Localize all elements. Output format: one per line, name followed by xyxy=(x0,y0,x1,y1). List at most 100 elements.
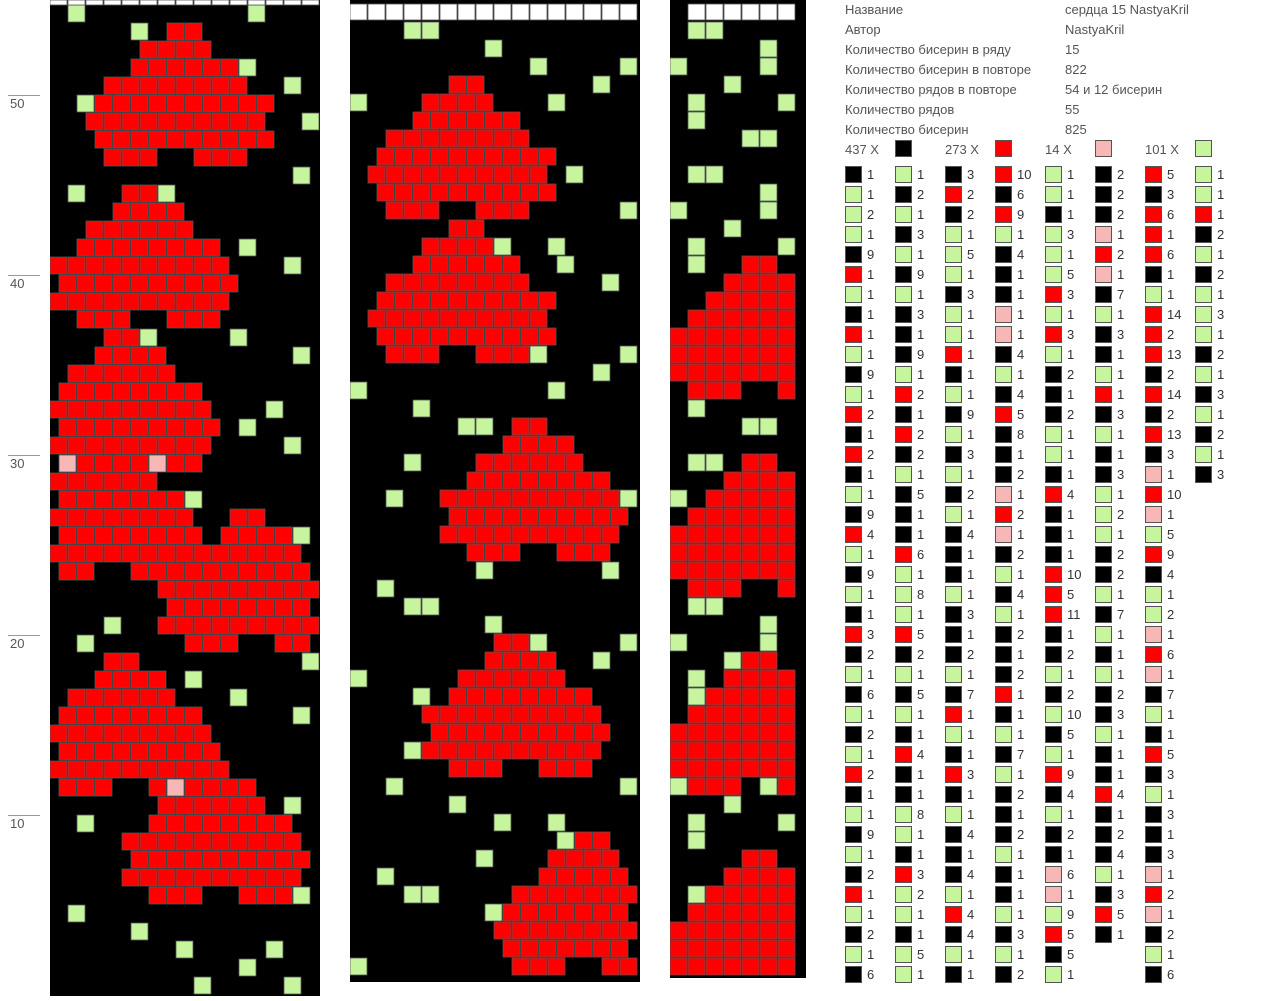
bead xyxy=(130,562,149,581)
bead xyxy=(741,669,760,688)
bead xyxy=(50,292,68,311)
bead xyxy=(103,292,122,311)
bead xyxy=(238,58,257,77)
bead xyxy=(50,400,68,419)
bead xyxy=(670,939,688,958)
sequence-count: 1 xyxy=(967,547,975,562)
sequence-step: 3 xyxy=(1095,406,1145,426)
bead xyxy=(502,291,521,310)
bead xyxy=(687,507,706,526)
sequence-swatch xyxy=(1095,666,1112,683)
bead xyxy=(705,921,724,940)
bead xyxy=(175,508,194,527)
bead xyxy=(148,886,167,905)
bead xyxy=(121,436,140,455)
sequence-count: 1 xyxy=(1067,347,1075,362)
bead xyxy=(475,453,494,472)
bead xyxy=(166,22,185,41)
bead xyxy=(58,454,77,473)
bead xyxy=(94,346,113,365)
bead xyxy=(759,453,778,472)
sequence-step: 1 xyxy=(845,166,895,186)
bead xyxy=(229,796,248,815)
bead xyxy=(592,543,611,562)
sequence-count: 1 xyxy=(1117,647,1125,662)
bead xyxy=(439,93,458,112)
bead xyxy=(619,957,638,976)
sequence-swatch xyxy=(1045,266,1062,283)
bead xyxy=(256,94,275,113)
bead xyxy=(475,669,494,688)
sequence-swatch xyxy=(1045,706,1062,723)
bead xyxy=(475,525,494,544)
sequence-swatch xyxy=(995,866,1012,883)
sequence-count: 2 xyxy=(917,387,925,402)
bead xyxy=(705,21,724,40)
sequence-swatch xyxy=(1045,286,1062,303)
bead xyxy=(202,598,221,617)
bead xyxy=(511,669,530,688)
bead xyxy=(493,129,512,148)
sequence-swatch xyxy=(895,706,912,723)
bead xyxy=(670,957,688,976)
bead xyxy=(777,93,796,112)
sequence-swatch xyxy=(845,646,862,663)
sequence-step: 3 xyxy=(1095,706,1145,726)
bead xyxy=(421,93,440,112)
bead xyxy=(759,345,778,364)
sequence-step: 1 xyxy=(1195,286,1245,306)
bead xyxy=(211,616,230,635)
sequence-count: 1 xyxy=(867,287,875,302)
bead xyxy=(670,723,688,742)
bead xyxy=(741,867,760,886)
bead xyxy=(103,760,122,779)
bead xyxy=(247,832,266,851)
sequence-swatch xyxy=(1145,586,1162,603)
bead xyxy=(759,39,778,58)
sequence-count: 3 xyxy=(967,607,975,622)
sequence-swatch xyxy=(945,246,962,263)
bead xyxy=(741,291,760,310)
sequence-step: 1 xyxy=(1145,666,1195,686)
bead xyxy=(574,759,593,778)
bead xyxy=(166,382,185,401)
sequence-swatch xyxy=(945,606,962,623)
bead xyxy=(741,921,760,940)
sequence-step: 5 xyxy=(1045,926,1095,946)
bead xyxy=(238,778,257,797)
sequence-count: 3 xyxy=(1167,187,1175,202)
bead xyxy=(547,813,566,832)
bead xyxy=(184,850,203,869)
sequence-step: 1 xyxy=(1095,726,1145,746)
sequence-swatch xyxy=(1045,946,1062,963)
bead xyxy=(403,309,422,328)
bead xyxy=(777,579,796,598)
bead xyxy=(175,292,194,311)
bead xyxy=(184,274,203,293)
bead xyxy=(403,741,422,760)
sequence-step: 6 xyxy=(1145,646,1195,666)
bead xyxy=(130,490,149,509)
sequence-swatch xyxy=(895,486,912,503)
sequence-swatch xyxy=(1045,866,1062,883)
bead xyxy=(292,706,311,725)
bead xyxy=(687,579,706,598)
sequence-count: 5 xyxy=(917,487,925,502)
bead xyxy=(777,939,796,958)
sequence-step: 4 xyxy=(945,866,995,886)
bead xyxy=(265,616,284,635)
bead xyxy=(112,346,131,365)
sequence-swatch xyxy=(1095,726,1112,743)
sequence-swatch xyxy=(995,506,1012,523)
bead xyxy=(247,868,266,887)
bead xyxy=(166,130,185,149)
sequence-count: 2 xyxy=(1167,887,1175,902)
bead xyxy=(430,147,449,166)
sequence-swatch xyxy=(1045,426,1062,443)
sequence-count: 1 xyxy=(1117,387,1125,402)
bead xyxy=(502,903,521,922)
bead xyxy=(394,327,413,346)
sequence-step: 1 xyxy=(845,486,895,506)
sequence-count: 9 xyxy=(867,367,875,382)
bead xyxy=(520,327,539,346)
